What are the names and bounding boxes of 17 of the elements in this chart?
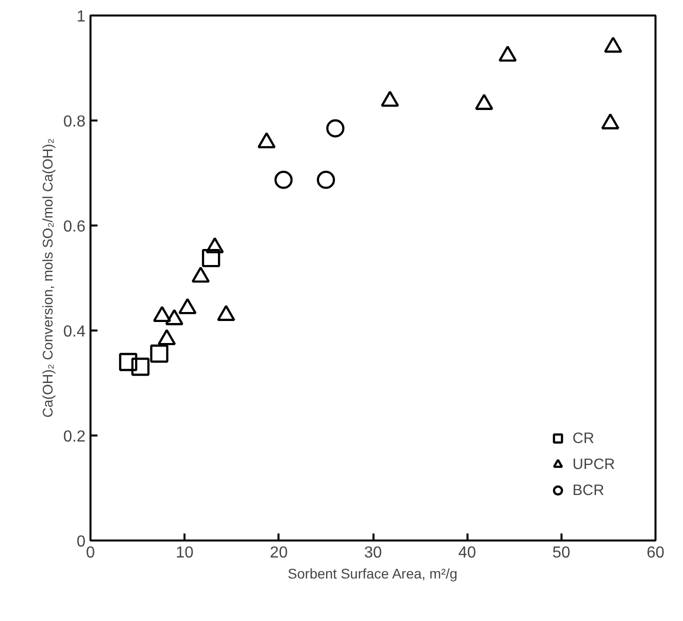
x-tick-label: 40 <box>458 544 476 562</box>
y-tick-label: 0.8 <box>63 114 86 130</box>
x-tick-label: 60 <box>646 544 664 562</box>
x-tick-label: 10 <box>176 544 194 562</box>
x-tick-label: 20 <box>270 544 288 562</box>
y-tick-label: 0.2 <box>63 428 86 446</box>
y-tick-label: 0.4 <box>63 324 86 340</box>
y-tick-label: 0.6 <box>63 218 86 236</box>
legend-label: UPCR <box>572 456 615 472</box>
legend-label: CR <box>572 430 594 446</box>
y-axis-title: Ca(OH)₂ Conversion, mols SO₂/mol Ca(OH)₂ <box>39 138 56 418</box>
y-tick-label: 0 <box>76 534 86 550</box>
y-tick-label: 1 <box>76 8 86 26</box>
legend-label: BCR <box>572 482 604 498</box>
x-tick-label: 50 <box>552 544 570 562</box>
x-axis-title: Sorbent Surface Area, m²/g <box>288 566 458 582</box>
x-tick-label: 30 <box>364 544 382 562</box>
